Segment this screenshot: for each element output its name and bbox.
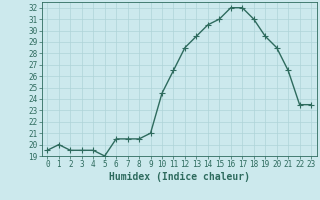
X-axis label: Humidex (Indice chaleur): Humidex (Indice chaleur)	[109, 172, 250, 182]
